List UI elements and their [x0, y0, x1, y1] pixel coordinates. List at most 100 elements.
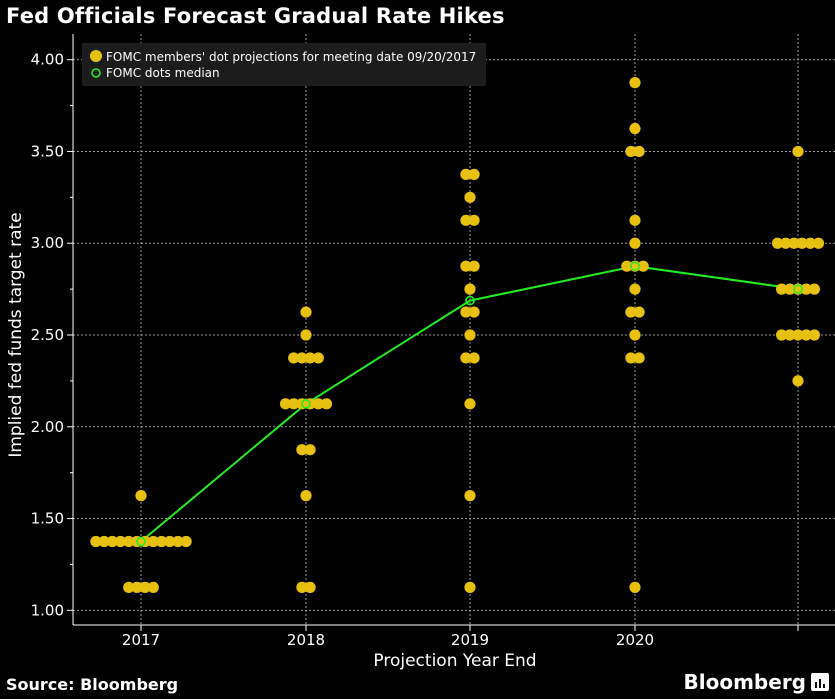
fomc-dot: [625, 145, 637, 158]
fomc-dot: [633, 306, 645, 318]
y-tick-label: 1.00: [31, 601, 64, 619]
fomc-dot: [637, 260, 649, 272]
bloomberg-logo: Bloomberg: [684, 670, 829, 694]
fomc-dot: [300, 490, 312, 502]
fomc-dot: [460, 214, 472, 226]
fomc-dot: [468, 260, 480, 272]
fomc-dot: [468, 214, 480, 226]
fomc-dot: [629, 237, 641, 249]
legend-median-swatch: [91, 68, 101, 78]
fomc-dot: [780, 237, 792, 249]
fomc-dot: [468, 306, 480, 318]
y-tick-label: 2.50: [31, 326, 64, 344]
fomc-dot: [812, 237, 825, 249]
median-marker: [793, 284, 803, 294]
fomc-dot: [771, 237, 784, 249]
fomc-dot: [180, 535, 192, 548]
fomc-dot: [296, 352, 308, 364]
fomc-dot: [784, 329, 796, 341]
source-label: Source: Bloomberg: [6, 675, 179, 694]
fomc-dot: [464, 581, 476, 593]
x-tick-label: 2017: [122, 631, 160, 649]
fomc-dot: [300, 306, 312, 318]
y-tick-label: 3.00: [31, 234, 64, 252]
fomc-dot: [288, 398, 300, 410]
fomc-dot: [625, 352, 637, 364]
fomc-dot: [320, 398, 333, 410]
fomc-dot: [464, 490, 476, 502]
x-axis-label: Projection Year End: [373, 651, 536, 671]
fomc-dot: [629, 77, 641, 89]
fomc-dot: [460, 260, 472, 272]
fomc-dot: [460, 306, 472, 318]
fomc-dot: [629, 122, 641, 135]
x-tick-label: 2018: [287, 631, 325, 649]
median-marker: [136, 536, 146, 547]
fomc-dot: [784, 283, 796, 295]
bar-chart-icon: [811, 673, 829, 691]
fomc-dot: [123, 535, 135, 548]
median-marker: [630, 261, 640, 271]
median-series: [140, 265, 799, 543]
fomc-dot: [800, 329, 812, 341]
fomc-dot: [468, 352, 480, 364]
fomc-dot: [788, 237, 800, 249]
fomc-dot: [90, 535, 102, 548]
y-tick-label: 1.50: [31, 510, 64, 528]
fomc-dot: [164, 535, 176, 548]
fomc-dot: [621, 260, 633, 272]
median-line: [140, 265, 799, 543]
fomc-dot: [808, 283, 821, 295]
fomc-dot: [808, 329, 821, 341]
fomc-dot: [792, 145, 804, 158]
fomc-dot: [296, 444, 308, 456]
x-tick-label: 2020: [616, 631, 654, 649]
fomc-dot: [139, 581, 151, 593]
fomc-dot: [800, 283, 812, 295]
fomc-dot: [792, 375, 804, 387]
y-tick-label: 4.00: [31, 51, 64, 69]
fomc-dot: [629, 329, 641, 341]
fomc-dot: [625, 306, 637, 318]
fomc-dot: [147, 581, 159, 593]
dot-series: [90, 77, 825, 593]
x-tick-label: 2019: [451, 631, 489, 649]
chart-title: Fed Officials Forecast Gradual Rate Hike…: [6, 4, 505, 28]
legend-box: [82, 43, 486, 86]
legend-label-dots: FOMC members' dot projections for meetin…: [106, 50, 476, 64]
fomc-dot: [633, 352, 645, 364]
fomc-dot: [279, 398, 292, 410]
fomc-dot: [312, 352, 324, 364]
fomc-dot: [312, 398, 324, 410]
fomc-dot: [172, 535, 184, 548]
fomc-dot: [304, 581, 316, 593]
fomc-dot: [796, 237, 808, 249]
legend-label-median: FOMC dots median: [106, 66, 220, 80]
fomc-dot: [633, 145, 645, 158]
fomc-dot: [296, 581, 308, 593]
fomc-dot: [300, 329, 312, 341]
fomc-dot: [804, 237, 816, 249]
fomc-dot: [629, 283, 641, 295]
fomc-dot: [304, 352, 316, 364]
fomc-dot: [147, 535, 159, 548]
fomc-dot: [114, 535, 127, 548]
y-tick-label: 2.00: [31, 418, 64, 436]
fomc-dot: [776, 329, 788, 341]
fomc-dot: [792, 329, 804, 341]
fomc-dot: [155, 535, 168, 548]
fomc-dot: [464, 329, 476, 341]
median-marker: [465, 295, 475, 306]
fomc-dot: [304, 444, 316, 456]
fomc-dot: [123, 581, 135, 593]
fomc-dot: [468, 168, 480, 181]
median-marker: [301, 399, 311, 409]
fomc-dot: [460, 352, 472, 364]
legend: FOMC members' dot projections for meetin…: [82, 43, 486, 86]
y-axis-label: Implied fed funds target rate: [6, 212, 26, 457]
fomc-dot: [98, 535, 110, 548]
y-tick-label: 3.50: [31, 142, 64, 160]
fomc-dot: [464, 191, 476, 203]
fomc-dot: [629, 581, 641, 593]
